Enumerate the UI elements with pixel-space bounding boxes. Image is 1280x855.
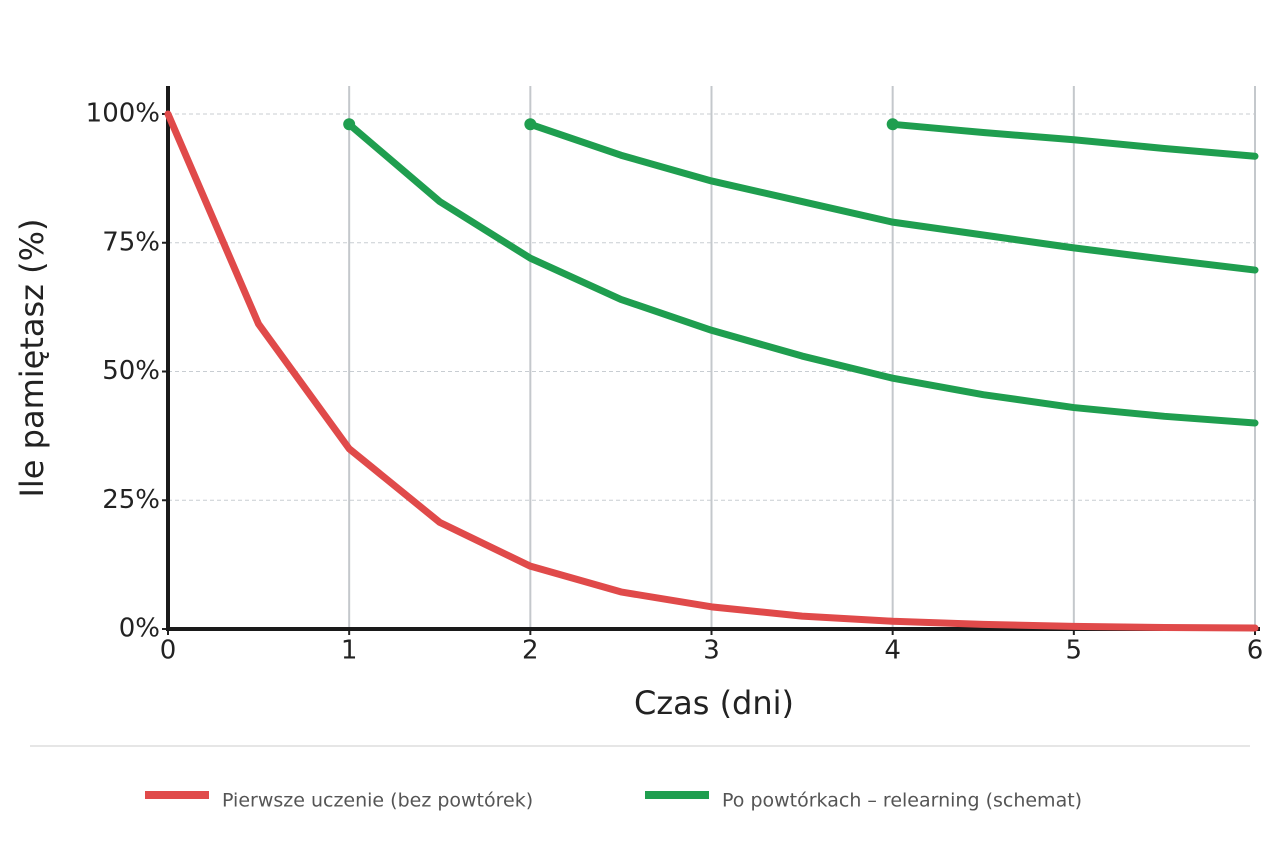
x-tick-label: 0 bbox=[160, 636, 177, 666]
legend-label: Pierwsze uczenie (bez powtórek) bbox=[222, 790, 533, 812]
x-axis-label: Czas (dni) bbox=[634, 684, 794, 722]
y-tick-label: 0% bbox=[119, 614, 160, 644]
x-tick-label: 4 bbox=[884, 636, 901, 666]
start-marker bbox=[886, 118, 899, 131]
line bbox=[526, 120, 1259, 274]
x-tick-label: 6 bbox=[1247, 636, 1264, 666]
line bbox=[164, 110, 1259, 632]
line bbox=[889, 120, 1259, 160]
y-tick-label: 75% bbox=[102, 227, 160, 257]
y-axis-label: Ile pamiętasz (%) bbox=[13, 218, 51, 497]
x-tick-label: 3 bbox=[703, 636, 720, 666]
line bbox=[345, 120, 1259, 427]
y-tick-label: 25% bbox=[102, 485, 160, 515]
x-tick-label: 5 bbox=[1066, 636, 1083, 666]
start-marker bbox=[524, 118, 537, 131]
legend-label: Po powtórkach – relearning (schemat) bbox=[722, 790, 1082, 812]
y-tick-label: 100% bbox=[86, 99, 160, 129]
x-tick-label: 2 bbox=[522, 636, 539, 666]
y-tick-label: 50% bbox=[102, 356, 160, 386]
start-marker bbox=[343, 118, 356, 131]
x-tick-label: 1 bbox=[341, 636, 358, 666]
